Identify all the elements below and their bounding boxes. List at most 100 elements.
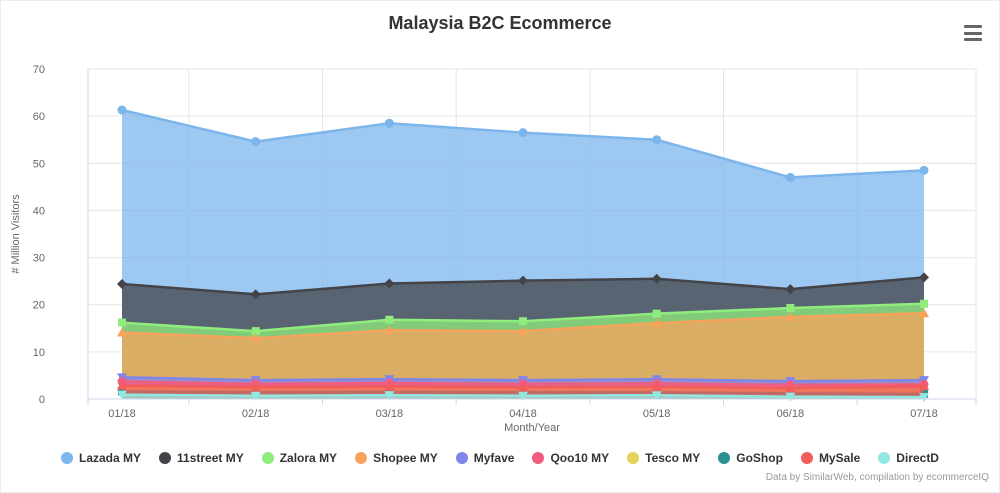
legend-label: Zalora MY bbox=[279, 451, 338, 465]
credits-text: Data by SimilarWeb, compilation by ecomm… bbox=[765, 472, 989, 483]
data-point-marker[interactable] bbox=[919, 165, 929, 175]
legend-item-myfave[interactable]: Myfave bbox=[455, 451, 515, 465]
data-point-marker[interactable] bbox=[251, 327, 260, 336]
data-point-marker[interactable] bbox=[785, 383, 796, 393]
data-point-marker[interactable] bbox=[250, 391, 261, 401]
data-point-marker[interactable] bbox=[652, 309, 661, 318]
data-point-marker[interactable] bbox=[518, 326, 528, 336]
legend-item-mysale[interactable]: MySale bbox=[800, 451, 861, 465]
y-axis-tick-label: 40 bbox=[33, 205, 45, 217]
legend-label: GoShop bbox=[736, 451, 783, 465]
data-point-marker[interactable] bbox=[518, 391, 528, 401]
legend-marker-icon bbox=[532, 452, 545, 464]
data-point-marker[interactable] bbox=[518, 128, 528, 138]
chart-title: Malaysia B2C Ecommerce bbox=[388, 13, 612, 33]
data-point-marker[interactable] bbox=[919, 393, 929, 403]
legend-item-lazada-my[interactable]: Lazada MY bbox=[61, 451, 141, 465]
data-point-marker[interactable] bbox=[919, 308, 929, 318]
legend-item-goshop[interactable]: GoShop bbox=[718, 451, 783, 465]
legend-marker-icon bbox=[718, 452, 731, 464]
data-point-marker[interactable] bbox=[920, 299, 928, 308]
x-axis-tick-label: 05/18 bbox=[643, 408, 671, 420]
x-axis-tick-label: 02/18 bbox=[242, 408, 270, 420]
legend-marker-icon bbox=[261, 452, 274, 464]
data-point-marker[interactable] bbox=[250, 333, 261, 343]
data-point-marker[interactable] bbox=[384, 278, 395, 289]
data-point-marker[interactable] bbox=[250, 289, 261, 300]
legend-item-11street-my[interactable]: 11street MY bbox=[159, 451, 244, 465]
hamburger-icon[interactable] bbox=[961, 23, 985, 43]
legend-marker-icon bbox=[800, 452, 813, 464]
data-point-marker[interactable] bbox=[785, 172, 795, 182]
data-point-marker[interactable] bbox=[785, 284, 796, 295]
data-point-marker[interactable] bbox=[384, 118, 394, 128]
data-point-marker[interactable] bbox=[250, 381, 261, 391]
y-axis-tick-label: 60 bbox=[33, 111, 45, 123]
series-markers-shopee-my[interactable] bbox=[117, 308, 929, 343]
y-axis-tick-label: 30 bbox=[33, 253, 45, 265]
series-markers-directd[interactable] bbox=[117, 390, 929, 403]
legend-label: MySale bbox=[818, 451, 861, 465]
series-markers-zalora-my[interactable] bbox=[118, 299, 928, 336]
y-axis-tick-label: 20 bbox=[33, 300, 45, 312]
x-axis-title: Month/Year bbox=[504, 422, 560, 434]
data-point-marker[interactable] bbox=[785, 392, 796, 402]
x-axis-tick-label: 04/18 bbox=[509, 408, 537, 420]
y-axis-tick-label: 50 bbox=[33, 158, 45, 170]
data-point-marker[interactable] bbox=[518, 275, 528, 286]
data-point-marker[interactable] bbox=[518, 382, 528, 392]
legend-item-zalora-my[interactable]: Zalora MY bbox=[261, 451, 338, 465]
legend-item-qoo10-my[interactable]: Qoo10 MY bbox=[532, 451, 609, 465]
series-markers-mysale[interactable] bbox=[117, 380, 929, 393]
legend-marker-icon bbox=[878, 452, 891, 464]
series-markers-11street-my[interactable] bbox=[117, 272, 929, 300]
y-axis-title: # Million Visitors bbox=[10, 194, 22, 274]
data-point-marker[interactable] bbox=[651, 273, 662, 284]
legend-label: Shopee MY bbox=[373, 451, 438, 465]
data-point-marker[interactable] bbox=[384, 381, 395, 391]
data-point-marker[interactable] bbox=[651, 391, 662, 401]
data-point-marker[interactable] bbox=[117, 327, 127, 337]
legend-marker-icon bbox=[159, 452, 172, 464]
data-point-marker[interactable] bbox=[117, 278, 127, 289]
legend-item-tesco-my[interactable]: Tesco MY bbox=[627, 451, 700, 465]
data-point-marker[interactable] bbox=[651, 381, 662, 391]
data-point-marker[interactable] bbox=[385, 315, 394, 324]
data-point-marker[interactable] bbox=[384, 391, 395, 401]
legend-marker-icon bbox=[355, 452, 368, 464]
data-point-marker[interactable] bbox=[118, 318, 126, 327]
data-point-marker[interactable] bbox=[919, 380, 929, 390]
data-point-marker[interactable] bbox=[117, 105, 127, 115]
legend-label: Qoo10 MY bbox=[550, 451, 610, 465]
data-point-marker[interactable] bbox=[786, 304, 795, 313]
data-point-marker[interactable] bbox=[785, 311, 796, 321]
legend-marker-icon bbox=[455, 452, 468, 464]
data-point-marker[interactable] bbox=[919, 272, 929, 283]
x-axis-tick-label: 07/18 bbox=[910, 408, 938, 420]
legend: Lazada MY 11street MY Zalora MY Shopee MY My… bbox=[1, 451, 999, 465]
y-axis-tick-label: 0 bbox=[39, 394, 45, 406]
legend-label: 11street MY bbox=[177, 451, 244, 465]
legend-label: Myfave bbox=[473, 451, 515, 465]
hamburger-bar bbox=[964, 25, 982, 28]
data-point-marker[interactable] bbox=[651, 318, 662, 328]
legend-label: DirectD bbox=[896, 451, 939, 465]
data-point-marker[interactable] bbox=[519, 317, 527, 326]
x-axis-tick-label: 03/18 bbox=[376, 408, 404, 420]
legend-item-directd[interactable]: DirectD bbox=[878, 451, 939, 465]
series-markers-lazada-my[interactable] bbox=[117, 105, 929, 182]
data-point-marker[interactable] bbox=[117, 380, 127, 390]
data-point-marker[interactable] bbox=[384, 325, 395, 335]
legend-marker-icon bbox=[61, 452, 73, 464]
data-point-marker[interactable] bbox=[117, 390, 127, 400]
x-axis-tick-label: 01/18 bbox=[108, 408, 136, 420]
legend-item-shopee-my[interactable]: Shopee MY bbox=[355, 451, 438, 465]
data-point-marker[interactable] bbox=[652, 135, 662, 145]
hamburger-bar bbox=[964, 31, 982, 35]
hamburger-bar bbox=[964, 38, 982, 41]
data-point-marker[interactable] bbox=[251, 137, 261, 147]
y-axis-tick-label: 70 bbox=[33, 64, 45, 76]
legend-marker-icon bbox=[627, 452, 640, 464]
